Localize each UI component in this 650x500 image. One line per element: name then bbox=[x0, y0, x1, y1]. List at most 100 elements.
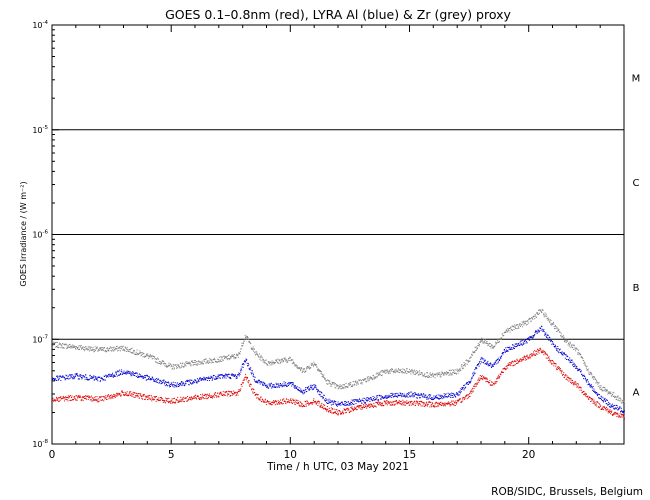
data-point bbox=[602, 397, 604, 399]
data-point bbox=[146, 379, 148, 381]
data-point bbox=[229, 391, 231, 393]
data-point bbox=[619, 416, 621, 418]
data-point bbox=[68, 396, 70, 398]
data-point bbox=[409, 370, 411, 372]
data-point bbox=[353, 408, 355, 410]
data-point bbox=[246, 338, 248, 340]
data-point bbox=[305, 389, 307, 391]
data-point bbox=[542, 351, 544, 353]
data-point bbox=[382, 369, 384, 371]
data-point bbox=[511, 348, 513, 350]
data-point bbox=[211, 379, 213, 381]
data-point bbox=[232, 355, 234, 357]
data-point bbox=[555, 363, 557, 365]
data-point bbox=[222, 377, 224, 379]
data-point bbox=[334, 411, 336, 413]
data-point bbox=[400, 394, 402, 396]
data-point bbox=[437, 372, 439, 374]
data-point bbox=[168, 362, 170, 364]
data-point bbox=[70, 375, 72, 377]
data-series bbox=[52, 325, 625, 414]
data-point bbox=[529, 354, 531, 356]
data-point bbox=[438, 374, 440, 376]
data-point bbox=[525, 320, 527, 322]
data-point bbox=[506, 331, 508, 333]
data-point bbox=[138, 352, 140, 354]
data-point bbox=[408, 392, 410, 394]
data-point bbox=[186, 400, 188, 402]
data-point bbox=[210, 359, 212, 361]
data-point bbox=[127, 349, 129, 351]
data-point bbox=[330, 407, 332, 409]
data-point bbox=[450, 394, 452, 396]
data-point bbox=[517, 344, 519, 346]
data-point bbox=[479, 375, 481, 377]
data-point bbox=[135, 375, 137, 377]
data-point bbox=[563, 337, 565, 339]
data-point bbox=[415, 404, 417, 406]
data-point bbox=[128, 371, 130, 373]
data-point bbox=[471, 376, 473, 378]
data-point bbox=[195, 380, 197, 382]
data-point bbox=[556, 369, 558, 371]
data-point bbox=[608, 401, 610, 403]
data-point bbox=[608, 409, 610, 411]
data-point bbox=[560, 352, 562, 354]
data-point bbox=[316, 389, 318, 390]
data-point bbox=[348, 383, 350, 385]
data-point bbox=[462, 399, 464, 401]
data-point bbox=[242, 363, 244, 365]
data-point bbox=[332, 404, 334, 406]
data-point bbox=[534, 350, 536, 352]
data-point bbox=[306, 391, 308, 393]
data-point bbox=[116, 395, 118, 397]
data-point bbox=[310, 387, 312, 389]
data-point bbox=[591, 399, 593, 401]
data-point bbox=[178, 384, 180, 386]
data-point bbox=[86, 348, 88, 350]
data-point bbox=[94, 350, 96, 352]
data-point bbox=[486, 380, 488, 382]
data-point bbox=[247, 377, 249, 378]
data-point bbox=[189, 380, 191, 382]
data-point bbox=[566, 340, 568, 342]
data-point bbox=[374, 376, 376, 378]
data-point bbox=[590, 384, 592, 386]
data-point bbox=[125, 351, 127, 353]
data-point bbox=[296, 386, 298, 388]
data-point bbox=[471, 377, 473, 379]
data-point bbox=[387, 371, 389, 373]
data-point bbox=[479, 361, 481, 363]
data-point bbox=[146, 354, 148, 356]
data-point bbox=[419, 397, 421, 399]
data-point bbox=[365, 405, 367, 407]
data-point bbox=[172, 381, 174, 383]
data-point bbox=[126, 371, 128, 373]
data-point bbox=[314, 364, 316, 366]
data-point bbox=[193, 397, 195, 399]
data-point bbox=[69, 395, 71, 397]
data-point bbox=[193, 381, 195, 383]
data-point bbox=[231, 392, 233, 394]
data-point bbox=[481, 340, 482, 342]
data-point bbox=[76, 346, 78, 348]
data-point bbox=[597, 394, 599, 396]
data-point bbox=[361, 402, 363, 404]
data-point bbox=[615, 407, 617, 409]
data-point bbox=[311, 389, 313, 391]
data-point bbox=[533, 315, 535, 317]
data-point bbox=[100, 347, 102, 349]
data-point bbox=[591, 373, 593, 375]
data-point bbox=[548, 358, 550, 360]
data-point bbox=[420, 400, 422, 402]
data-point bbox=[593, 388, 595, 390]
data-point bbox=[92, 347, 94, 349]
data-series-layer bbox=[52, 308, 625, 420]
data-point bbox=[326, 409, 328, 411]
data-point bbox=[239, 390, 241, 392]
data-point bbox=[336, 384, 338, 386]
data-point bbox=[572, 346, 574, 348]
data-point bbox=[59, 375, 61, 377]
data-point bbox=[99, 349, 101, 351]
data-point bbox=[351, 406, 353, 408]
